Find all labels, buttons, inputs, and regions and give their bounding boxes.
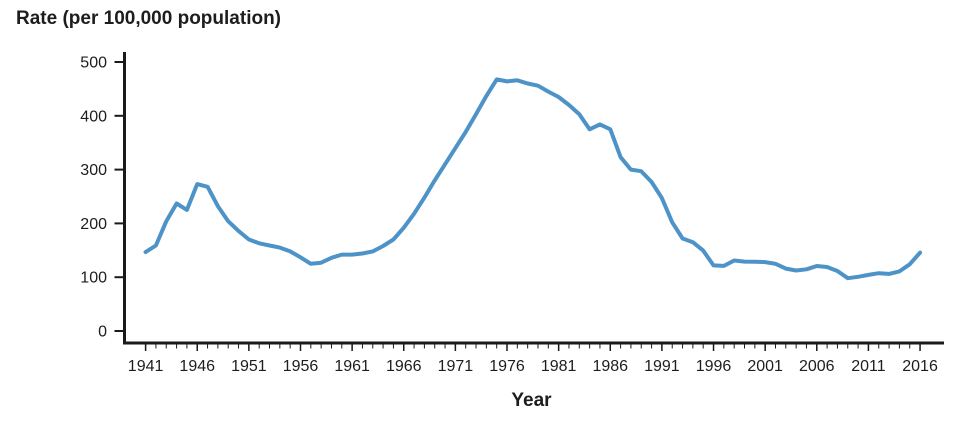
y-tick-label: 100 xyxy=(80,270,107,287)
x-tick-label: 2011 xyxy=(851,358,886,375)
rate-line xyxy=(143,77,923,281)
x-tick-label: 1956 xyxy=(283,358,319,375)
y-tick-label: 500 xyxy=(80,55,107,72)
x-tick-label: 1971 xyxy=(438,358,474,375)
x-axis-title: Year xyxy=(511,390,552,411)
x-tick-label: 1986 xyxy=(592,358,628,375)
y-tick-label: 300 xyxy=(80,162,107,179)
x-tick-label: 1951 xyxy=(231,358,267,375)
y-tick-label: 0 xyxy=(98,324,107,341)
x-tick-label: 1981 xyxy=(541,358,577,375)
y-tick-label: 400 xyxy=(80,108,107,125)
x-tick-label: 2001 xyxy=(747,358,783,375)
y-axis-title: Rate (per 100,000 population) xyxy=(16,8,282,29)
x-tick-label: 1961 xyxy=(334,358,370,375)
x-tick-label: 1946 xyxy=(179,358,215,375)
x-tick-label: 1976 xyxy=(489,358,525,375)
x-tick-label: 2006 xyxy=(799,358,835,375)
x-tick-label: 1966 xyxy=(386,358,422,375)
x-tick-label: 1941 xyxy=(128,358,164,375)
y-tick-label: 200 xyxy=(80,216,107,233)
x-tick-label: 1991 xyxy=(644,358,680,375)
x-tick-label: 1996 xyxy=(696,358,732,375)
x-tick-label: 2016 xyxy=(902,358,938,375)
